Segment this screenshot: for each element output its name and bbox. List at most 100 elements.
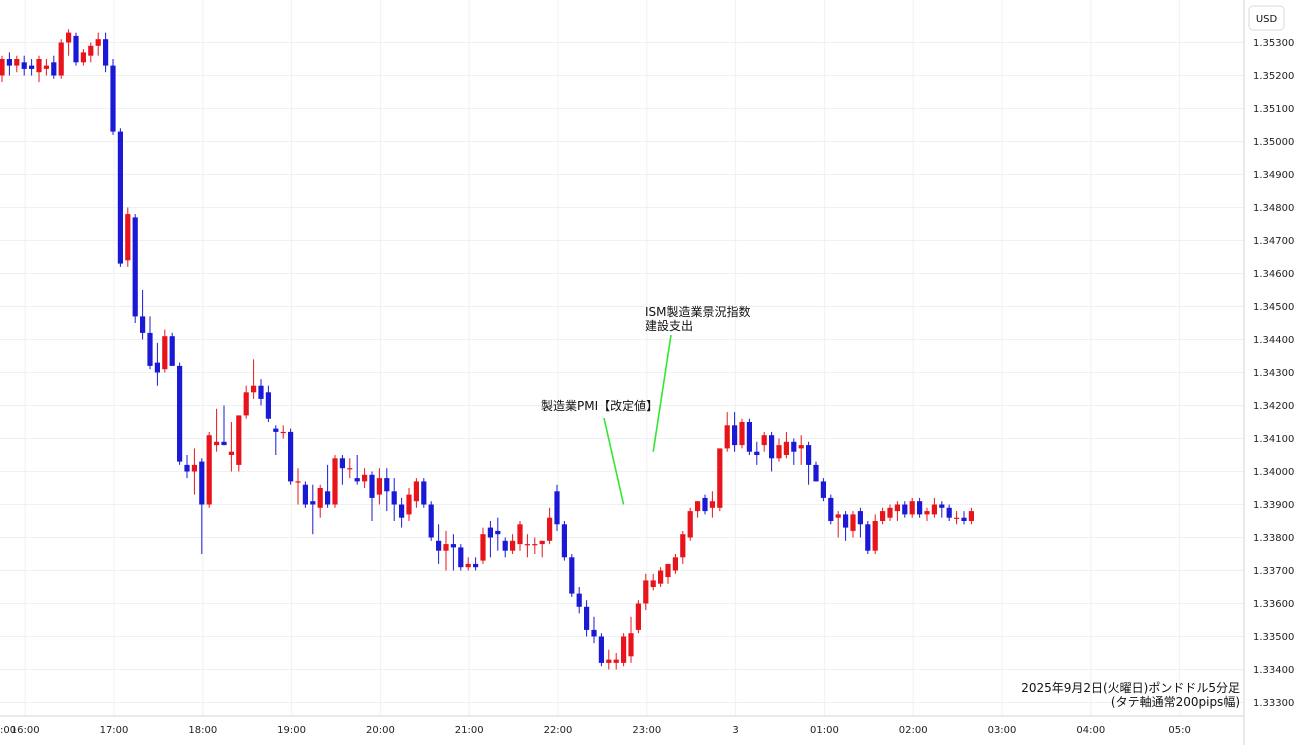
candle [450, 534, 456, 571]
candle-body [436, 540, 442, 551]
candle [917, 497, 923, 518]
candle [687, 507, 693, 541]
candle [88, 42, 94, 63]
price-tick-label: 1.33600 [1253, 599, 1294, 610]
candle [80, 49, 86, 66]
chart-caption-line2: (タテ軸通常200pips幅) [1111, 694, 1240, 709]
candle-body [36, 59, 42, 73]
time-tick-label: 23:00 [632, 725, 661, 736]
price-tick-label: 1.34200 [1253, 401, 1294, 412]
currency-badge[interactable]: USD [1248, 5, 1285, 31]
price-axis-panel[interactable] [1244, 0, 1300, 745]
candle [732, 412, 738, 452]
candle [761, 431, 767, 452]
candle [835, 511, 841, 538]
candle [517, 521, 523, 551]
time-tick-label: :00 [0, 725, 16, 736]
candle [510, 534, 516, 554]
candle-body [954, 517, 960, 519]
candle [532, 537, 538, 554]
candle-body [776, 445, 782, 459]
candle [968, 507, 974, 525]
time-tick-label: 01:00 [810, 725, 839, 736]
candle [473, 557, 479, 571]
candle-body [931, 504, 937, 515]
candle [843, 511, 849, 541]
candle [95, 32, 101, 56]
candle [865, 521, 871, 554]
candle-body [576, 593, 582, 607]
currency-label: USD [1256, 14, 1278, 25]
candle-body [80, 52, 86, 63]
candle [954, 511, 960, 525]
candle [58, 39, 64, 79]
price-tick-label: 1.34900 [1253, 170, 1294, 181]
candle-body [339, 458, 345, 469]
candle [51, 55, 57, 79]
candle-body [606, 659, 612, 663]
candle-body [132, 217, 138, 317]
candle-body [939, 504, 945, 508]
candle [813, 461, 819, 482]
candle-body [162, 336, 168, 370]
candle [14, 55, 20, 73]
candle-body [902, 504, 908, 515]
candle-body [598, 636, 604, 663]
candle [621, 633, 627, 667]
candle [635, 600, 641, 634]
candle [214, 408, 220, 452]
candle-body [228, 451, 234, 455]
annotation-text: 建設支出 [645, 318, 693, 333]
candle [376, 468, 382, 505]
candle [902, 501, 908, 518]
time-tick-label: 18:00 [188, 725, 217, 736]
price-tick-label: 1.34500 [1253, 302, 1294, 313]
price-tick-label: 1.34800 [1253, 203, 1294, 214]
candle [310, 484, 316, 535]
candle-body [532, 544, 538, 546]
time-tick-label: 02:00 [899, 725, 928, 736]
candle-body [473, 563, 479, 568]
time-tick-label: 21:00 [455, 725, 484, 736]
candle [258, 379, 264, 406]
candle-body [140, 316, 146, 333]
candle [650, 573, 656, 591]
candle [769, 431, 775, 472]
candle-body [280, 431, 286, 434]
candle-body [591, 629, 597, 637]
candle-body [428, 504, 434, 538]
candle [191, 448, 197, 495]
candle-body [58, 42, 64, 76]
candle-body [621, 636, 627, 663]
candle [110, 59, 116, 135]
candle-body [43, 65, 49, 69]
candle [680, 530, 686, 564]
candle [606, 649, 612, 670]
candle-body [613, 659, 619, 663]
candle [591, 616, 597, 644]
candle-body [754, 451, 760, 455]
price-tick-label: 1.33800 [1253, 533, 1294, 544]
candle-body [362, 474, 368, 482]
candle-body [258, 385, 264, 399]
candle-body [828, 497, 834, 521]
candle-body [406, 494, 412, 515]
currency-badge-box [1248, 5, 1285, 31]
candle [325, 464, 331, 508]
candle [29, 59, 35, 76]
time-tick-label: 04:00 [1076, 725, 1105, 736]
candle-body [650, 580, 656, 587]
candle [561, 521, 567, 561]
candle [628, 616, 634, 663]
candle [43, 59, 49, 76]
candle-body [872, 521, 878, 551]
time-tick-label: 03:00 [988, 725, 1017, 736]
candle [909, 497, 915, 518]
candle [717, 448, 723, 512]
candle [265, 385, 271, 422]
price-tick-label: 1.35300 [1253, 38, 1294, 49]
candle-body [739, 422, 745, 446]
candle-body [487, 527, 493, 538]
